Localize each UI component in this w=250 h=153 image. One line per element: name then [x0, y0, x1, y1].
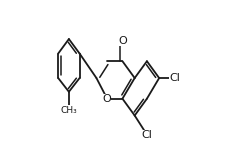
Text: O: O: [118, 36, 126, 46]
Bar: [118, 37, 126, 46]
Text: Cl: Cl: [141, 130, 152, 140]
Bar: [168, 74, 179, 82]
Bar: [103, 95, 110, 103]
Text: Cl: Cl: [168, 73, 179, 83]
Text: CH₃: CH₃: [60, 106, 77, 115]
Text: O: O: [102, 94, 111, 104]
Bar: [141, 130, 152, 139]
